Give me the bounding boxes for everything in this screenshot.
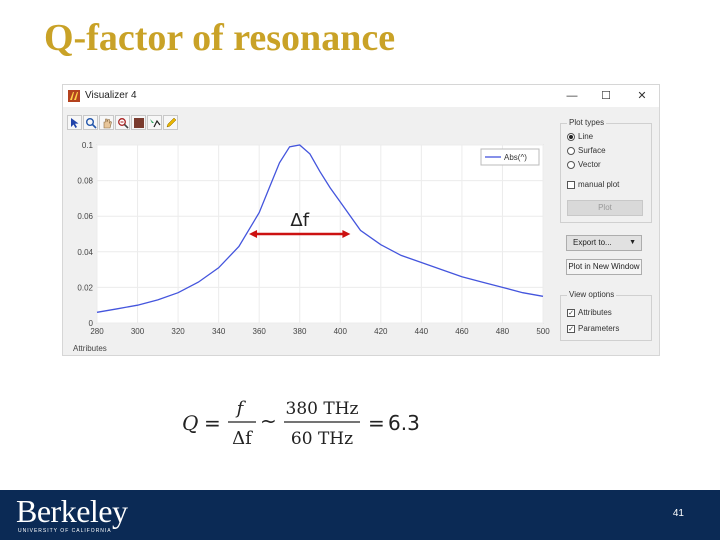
checkbox-checked-icon[interactable]: ✓ [567,324,575,333]
parameters-checkbox[interactable]: ✓ Parameters [567,324,619,333]
x-tick-label: 480 [496,327,510,336]
formula-equals-1: = [204,411,221,435]
plot-type-vector-label: Vector [578,160,601,169]
parameters-label: Parameters [578,324,620,333]
radio-selected-icon[interactable] [567,132,575,141]
export-dropdown[interactable]: Export to... ▼ [566,235,642,251]
manual-plot-checkbox[interactable]: manual plot [567,180,619,189]
formula-f: f [235,398,247,419]
x-tick-label: 360 [253,327,267,336]
app-icon [68,90,80,102]
plot-new-window-button[interactable]: Plot in New Window [566,259,642,275]
formula-equals-2: = [368,411,385,435]
view-options-legend: View options [567,290,617,299]
pan-icon[interactable] [99,115,114,130]
zoom-icon[interactable] [83,115,98,130]
page-number: 41 [672,508,684,519]
plot-button[interactable]: Plot [567,200,643,216]
zoom-in-icon[interactable] [115,115,130,130]
footer-bar: Berkeley UNIVERSITY OF CALIFORNIA 41 [0,490,720,540]
radio-icon[interactable] [567,146,575,155]
formula-sim: ~ [260,409,277,433]
q-factor-formula: Q = f Δf ~ 380 THz 60 THz = 6.3 [182,398,420,449]
plot-type-surface-label: Surface [578,146,606,155]
x-tick-label: 400 [334,327,348,336]
plot-type-vector[interactable]: Vector [567,160,601,169]
checkbox-icon[interactable] [567,180,575,189]
plot-types-legend: Plot types [567,118,607,127]
resonance-plot[interactable]: 280 300 320 340 360 380 400 420 440 460 480 500 0 0.0… [63,137,555,345]
visualizer-window: Visualizer 4 — ☐ ✕ 280 300 320 340 360 380 400… [62,84,660,356]
y-tick-label: 0.06 [77,212,93,221]
delta-f-label: Δf [290,210,309,231]
formula-result: 6.3 [388,411,420,435]
dropdown-arrow-icon: ▼ [629,239,636,246]
berkeley-logo-subtitle: UNIVERSITY OF CALIFORNIA [18,528,112,534]
edit-icon[interactable] [163,115,178,130]
y-tick-label: 0.1 [82,141,94,150]
attributes-label: Attributes [578,308,612,317]
grid-icon[interactable] [131,115,146,130]
attributes-checkbox[interactable]: ✓ Attributes [567,308,612,317]
plot-type-line-label: Line [578,132,594,141]
plot-type-surface[interactable]: Surface [567,146,606,155]
manual-plot-label: manual plot [578,180,620,189]
formula-denominator: 60 THz [291,429,353,449]
berkeley-logo: Berkeley [16,493,128,529]
arrow-left-head-icon [249,230,258,238]
attributes-tab[interactable]: Attributes [73,344,107,353]
x-tick-label: 300 [131,327,145,336]
close-button[interactable]: ✕ [637,90,647,102]
y-tick-label: 0.04 [77,248,93,257]
maximize-button[interactable]: ☐ [601,90,611,102]
y-tick-label: 0.02 [77,283,93,292]
x-tick-label: 380 [293,327,307,336]
checkbox-checked-icon[interactable]: ✓ [567,308,575,317]
x-tick-label: 460 [455,327,469,336]
window-titlebar: Visualizer 4 — ☐ ✕ [63,85,659,107]
legend-entry: Abs(^) [504,153,527,162]
plot-type-line[interactable]: Line [567,132,593,141]
export-panel: Export to... ▼ Plot in New Window [560,229,652,281]
formula-numerator: 380 THz [286,399,359,419]
series-line [96,144,544,313]
radio-icon[interactable] [567,160,575,169]
x-tick-label: 440 [415,327,429,336]
minimize-button[interactable]: — [566,90,578,102]
formula-delta-f: Δf [232,428,253,449]
slide-title: Q-factor of resonance [44,17,396,59]
x-tick-label: 420 [374,327,388,336]
plot-types-panel: Plot types Line Surface Vector manual pl… [560,118,652,223]
window-title: Visualizer 4 [85,90,137,101]
legend-box [480,148,540,166]
pointer-icon[interactable] [67,115,82,130]
x-tick-label: 280 [90,327,104,336]
view-options-panel: View options ✓ Attributes ✓ Parameters [560,290,652,341]
axis-icon[interactable] [147,115,162,130]
y-tick-label: 0 [89,319,94,328]
x-tick-label: 340 [212,327,226,336]
x-tick-label: 500 [536,327,550,336]
y-tick-label: 0.08 [77,177,93,186]
export-label: Export to... [573,238,612,247]
formula-q: Q [182,411,198,435]
arrow-right-head-icon [342,230,351,238]
x-tick-label: 320 [171,327,185,336]
